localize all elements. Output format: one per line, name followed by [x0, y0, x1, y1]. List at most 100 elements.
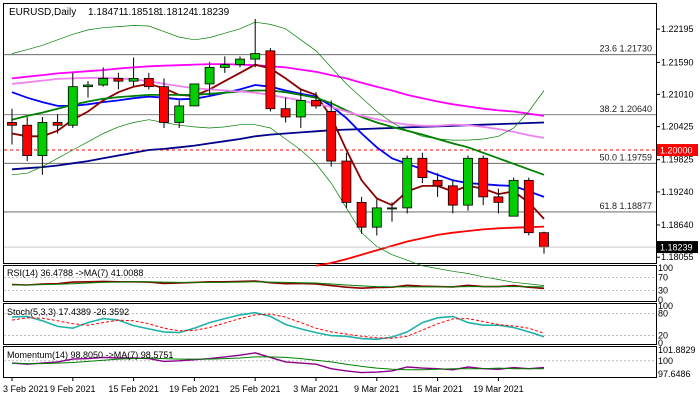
price-tick-label: 1.21010	[661, 89, 694, 99]
moving-average-line	[11, 121, 545, 171]
candle-body	[326, 111, 337, 162]
current-price-value: 1.18239	[660, 243, 693, 253]
moving-average-line	[11, 89, 545, 176]
fib-level-label: 23.6 1.21730	[599, 44, 652, 54]
time-tick-label: 3 Mar 2021	[293, 384, 339, 394]
candle-body	[189, 83, 200, 107]
candle-body	[235, 58, 245, 66]
indicator-tick-label: 20	[658, 331, 668, 341]
candle-body	[128, 77, 139, 82]
price-tick-label: 1.18640	[661, 220, 694, 230]
candle-body	[402, 157, 413, 209]
stoch-label: Stoch(5,3,3) 17.4389 -26.3592	[7, 307, 129, 317]
candle-body	[523, 179, 534, 234]
indicator-tick-label: 100	[658, 356, 673, 366]
candle-body	[219, 64, 230, 68]
candle-body	[387, 207, 397, 210]
candle-body	[159, 86, 169, 123]
candle-body	[295, 100, 306, 118]
candle-body	[280, 108, 291, 118]
candle-body	[37, 122, 48, 156]
rsi-ma-line	[12, 281, 545, 288]
moving-average-line	[11, 76, 545, 139]
fib-level-label: 50.0 1.19759	[599, 152, 652, 162]
momentum-label: Momentum(14) 98.8050 ->MA(7) 98.5751	[7, 350, 173, 360]
candle-body	[356, 201, 367, 228]
time-tick-label: 9 Mar 2021	[354, 384, 400, 394]
momentum-line	[11, 352, 545, 374]
candle-body	[463, 157, 473, 206]
ohlc-high: 1.18518	[123, 7, 160, 18]
candle-body	[83, 84, 93, 88]
time-tick-label: 19 Feb 2021	[169, 384, 220, 394]
price-tick-label: 1.20425	[661, 122, 694, 132]
candle-body	[371, 207, 382, 228]
round-level-value: 1.20000	[660, 146, 693, 156]
rsi-label: RSI(14) 36.4788 ->MA(7) 41.0088	[7, 268, 143, 278]
candle-body	[265, 50, 276, 110]
candle-body	[493, 196, 504, 203]
candle-body	[341, 160, 352, 203]
moving-average-line	[11, 21, 545, 141]
stoch-pane-frame	[3, 303, 657, 345]
moving-average-line	[315, 225, 545, 267]
fib-level-label: 38.2 1.20640	[599, 104, 652, 114]
candle-body	[143, 77, 154, 88]
price-tick-label: 1.21590	[661, 57, 694, 67]
time-tick-label: 15 Feb 2021	[108, 384, 159, 394]
indicator-tick-label: 0	[658, 338, 663, 348]
candle-body	[250, 53, 261, 60]
candle-body	[113, 77, 124, 82]
current-price-tag	[657, 241, 698, 254]
candle-body	[539, 232, 549, 248]
indicator-tick-label: 30	[658, 285, 668, 295]
moving-average-line	[11, 119, 545, 286]
indicator-tick-label: 101.8829	[658, 345, 696, 355]
momentum-ma-line	[11, 356, 544, 371]
price-tick-label: 1.19240	[661, 187, 694, 197]
candle-body	[52, 122, 63, 126]
moving-averages	[11, 21, 545, 286]
indicator-tick-label: 100	[658, 301, 673, 311]
time-tick-label: 25 Feb 2021	[230, 384, 281, 394]
ohlc-open: 1.18471	[88, 7, 125, 18]
candlesticks	[7, 18, 549, 254]
candle-body	[67, 86, 78, 126]
time-tick-label: 15 Mar 2021	[412, 384, 463, 394]
chart-symbol-label: EURUSD,Daily	[9, 7, 76, 18]
price-axis: 1.22195 1.21590 1.21010 1.20425 1.19825 1.192…	[4, 24, 698, 262]
fib-level-label: 61.8 1.18877	[599, 201, 652, 211]
indicator-tick-label: 70	[658, 273, 668, 283]
candle-body	[22, 124, 33, 156]
stoch-k-line	[11, 311, 545, 341]
ohlc-close: 1.18239	[193, 7, 230, 18]
candle-body	[432, 179, 443, 187]
candle-body	[478, 157, 489, 198]
time-tick-label: 3 Feb 2021	[3, 384, 49, 394]
round-level-tag	[657, 144, 698, 157]
time-tick-label: 9 Feb 2021	[50, 384, 96, 394]
moving-average-line	[11, 63, 545, 117]
stoch-d-line	[11, 313, 545, 339]
price-tick-label: 1.22195	[661, 24, 694, 34]
candle-body	[508, 179, 519, 217]
candle-body	[311, 100, 321, 107]
candle-body	[204, 66, 215, 85]
candle-body	[7, 122, 17, 126]
indicator-tick-label: 80	[658, 308, 668, 318]
price-tick-label: 1.18055	[661, 252, 694, 262]
time-tick-label: 19 Mar 2021	[473, 384, 524, 394]
ohlc-low: 1.18124	[158, 7, 195, 18]
time-axis: 3 Feb 2021 9 Feb 2021 15 Feb 2021 19 Feb 20…	[3, 378, 524, 394]
indicator-tick-label: 0	[658, 295, 663, 305]
candle-body	[447, 185, 458, 206]
price-tick-label: 1.19825	[661, 155, 694, 165]
candle-body	[174, 105, 185, 123]
candle-body	[98, 77, 109, 86]
candle-body	[417, 157, 428, 178]
